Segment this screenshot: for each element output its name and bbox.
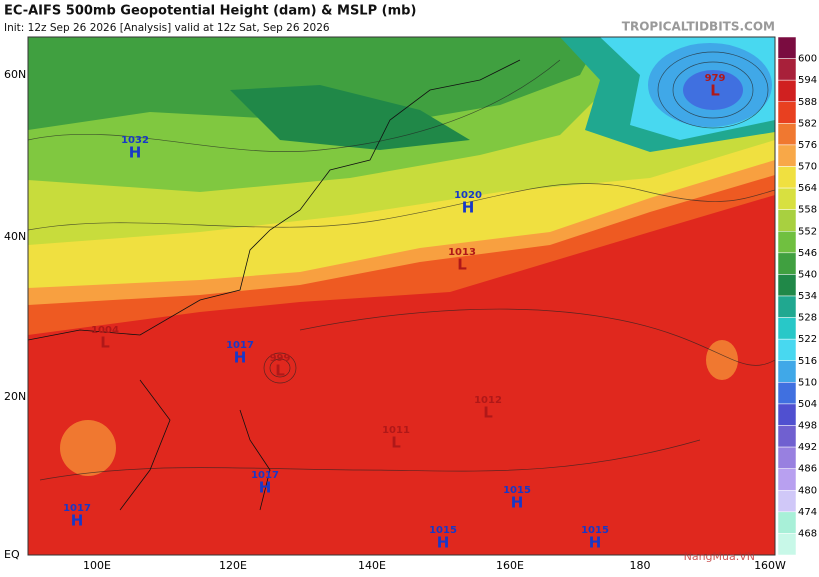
watermark: NangMua.VN [684, 550, 755, 563]
pressure-value: 1017 [226, 340, 254, 351]
colorbar-cell [777, 382, 797, 405]
colorbar-cell [777, 533, 797, 556]
colorbar-label: 570 [798, 162, 817, 173]
lon-label: 120E [219, 559, 247, 572]
pressure-center: H [511, 494, 524, 512]
colorbar-label: 468 [798, 528, 817, 539]
colorbar-cell [777, 58, 797, 81]
colorbar-cell [777, 209, 797, 232]
pressure-center: H [259, 479, 272, 497]
pressure-value: 1015 [581, 525, 609, 536]
colorbar-label: 516 [798, 356, 817, 367]
pressure-value: 1017 [251, 470, 279, 481]
pressure-value: 1015 [429, 525, 457, 536]
colorbar-label: 486 [798, 464, 817, 475]
pressure-center: L [275, 362, 285, 380]
colorbar-cell [777, 101, 797, 124]
colorbar-label: 552 [798, 226, 817, 237]
colorbar-cell [777, 123, 797, 146]
colorbar-cell [777, 295, 797, 318]
lat-label: 40N [4, 230, 26, 243]
colorbar-cell [777, 446, 797, 469]
source: TROPICALTIDBITS.COM [622, 20, 775, 34]
pressure-value: 1012 [474, 395, 502, 406]
colorbar-cell [777, 317, 797, 340]
pressure-center: L [391, 434, 401, 452]
pressure-center: L [483, 404, 493, 422]
colorbar-cell [777, 425, 797, 448]
colorbar-cell [777, 187, 797, 210]
colorbar-label: 480 [798, 485, 817, 496]
colorbar-label: 492 [798, 442, 817, 453]
colorbar-cell [777, 166, 797, 189]
pressure-value: 999 [270, 353, 291, 364]
colorbar-label: 576 [798, 140, 817, 151]
colorbar-cell [777, 274, 797, 297]
colorbar-label: 474 [798, 507, 817, 518]
pressure-center: H [462, 199, 475, 217]
lon-label: 180 [630, 559, 651, 572]
colorbar-cell [777, 231, 797, 254]
colorbar-label: 564 [798, 183, 817, 194]
colorbar-cell [777, 490, 797, 513]
pressure-value: 1013 [448, 247, 476, 258]
colorbar: 600 594 588 582 576 570 564 558 552 546 540 534 528 5… [777, 36, 817, 556]
colorbar-cell [777, 403, 797, 426]
title: EC-AIFS 500mb Geopotential Height (dam) … [4, 4, 416, 19]
pressure-center: H [234, 349, 247, 367]
colorbar-cell [777, 338, 797, 361]
colorbar-label: 582 [798, 118, 817, 129]
lon-label: 160E [496, 559, 524, 572]
colorbar-label: 510 [798, 377, 817, 388]
colorbar-label: 498 [798, 421, 817, 432]
colorbar-cell [777, 511, 797, 534]
colorbar-cell [777, 79, 797, 102]
pressure-value: 979 [705, 73, 726, 84]
colorbar-cell [777, 468, 797, 491]
lat-label: 60N [4, 68, 26, 81]
pressure-value: 1032 [121, 135, 149, 146]
pressure-center: H [71, 512, 84, 530]
lat-label: 20N [4, 390, 26, 403]
colorbar-label: 504 [798, 399, 817, 410]
colorbar-label: 534 [798, 291, 817, 302]
lat-label: EQ [4, 548, 20, 561]
colorbar-label: 540 [798, 269, 817, 280]
lon-label: 160W [754, 559, 786, 572]
pressure-value: 1004 [91, 325, 119, 336]
pressure-center: L [100, 334, 110, 352]
colorbar-label: 528 [798, 313, 817, 324]
pressure-value: 1011 [382, 425, 410, 436]
pressure-center: H [437, 534, 450, 552]
colorbar-label: 594 [798, 75, 817, 86]
pressure-center: H [129, 144, 142, 162]
colorbar-label: 522 [798, 334, 817, 345]
map: 60N 40N 20N EQ 100E 120E 140E 160E 180 1… [4, 36, 786, 572]
subtitle: Init: 12z Sep 26 2026 [Analysis] valid a… [4, 22, 330, 34]
colorbar-cell [777, 36, 797, 59]
colorbar-label: 588 [798, 97, 817, 108]
pressure-value: 1015 [503, 485, 531, 496]
pressure-center: L [457, 256, 467, 274]
pressure-value: 1017 [63, 503, 91, 514]
pressure-value: 1020 [454, 190, 482, 201]
colorbar-cell [777, 252, 797, 275]
colorbar-label: 546 [798, 248, 817, 259]
colorbar-cell [777, 144, 797, 167]
colorbar-label: 558 [798, 205, 817, 216]
lon-label: 100E [83, 559, 111, 572]
colorbar-label: 600 [798, 54, 817, 65]
lon-label: 140E [358, 559, 386, 572]
colorbar-cell [777, 360, 797, 383]
pressure-center: L [710, 82, 720, 100]
pressure-center: H [589, 534, 602, 552]
